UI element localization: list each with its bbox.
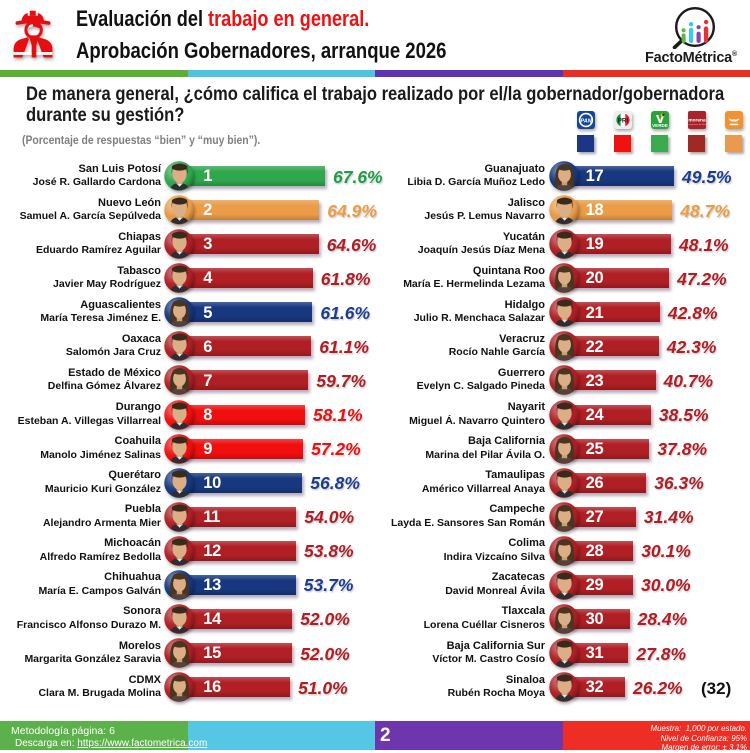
svg-text:VERDE: VERDE xyxy=(652,123,668,128)
svg-text:PRI: PRI xyxy=(618,118,629,125)
svg-text:La esperanza de México: La esperanza de México xyxy=(688,123,706,126)
svg-text:PAN: PAN xyxy=(581,118,592,124)
svg-text:morena: morena xyxy=(688,118,706,124)
